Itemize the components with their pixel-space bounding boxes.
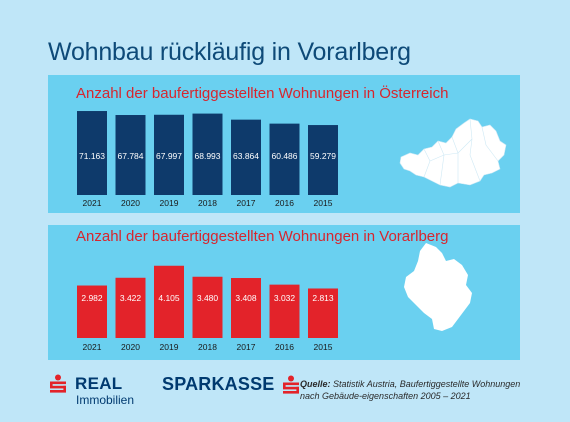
logo-sparkasse-text: SPARKASSE xyxy=(162,374,275,394)
vorarlberg-chart-title: Anzahl der baufertiggestellten Wohnungen… xyxy=(76,228,449,245)
x-tick-label-2019: 2019 xyxy=(160,342,179,352)
austria-panel: Anzahl der baufertiggestellten Wohnungen… xyxy=(48,75,520,213)
x-tick-label-2021: 2021 xyxy=(83,342,102,352)
bar-2017 xyxy=(231,278,261,338)
bar-2016 xyxy=(269,284,300,338)
x-tick-label-2020: 2020 xyxy=(121,342,140,352)
x-tick-label-2016: 2016 xyxy=(275,342,294,352)
austria-bar-chart: 71.163 2021 67.784 2020 67.997 2019 68.993 2018… xyxy=(77,111,338,208)
bar-2020 xyxy=(115,115,146,195)
source-note: Quelle: Statistik Austria, Baufertiggest… xyxy=(300,378,540,402)
page-title: Wohnbau rückläufig in Vorarlberg xyxy=(48,38,411,66)
value-label-2015: 2.813 xyxy=(312,293,334,303)
value-label-2020: 67.784 xyxy=(118,151,144,161)
x-tick-label-2019: 2019 xyxy=(160,198,179,208)
sparkasse-s-icon xyxy=(282,375,299,394)
bar-2018 xyxy=(192,113,223,195)
value-label-2018: 3.480 xyxy=(197,293,219,303)
x-tick-label-2018: 2018 xyxy=(198,342,217,352)
value-label-2021: 71.163 xyxy=(79,151,105,161)
x-tick-label-2015: 2015 xyxy=(314,342,333,352)
source-text: Statistik Austria, Baufertiggestellte Wo… xyxy=(300,379,521,401)
austria-chart-title: Anzahl der baufertiggestellten Wohnungen… xyxy=(76,85,449,102)
x-tick-label-2020: 2020 xyxy=(121,198,140,208)
bar-2021 xyxy=(77,111,107,195)
logo-real-text: REAL xyxy=(75,374,123,393)
x-tick-label-2021: 2021 xyxy=(83,198,102,208)
real-immobilien-logo: REAL Immobilien xyxy=(48,374,134,407)
bar-2018 xyxy=(192,276,223,338)
value-label-2021: 2.982 xyxy=(81,293,103,303)
austria-map-icon xyxy=(399,118,507,188)
sparkasse-s-icon xyxy=(50,374,66,393)
value-label-2018: 68.993 xyxy=(195,151,221,161)
value-label-2016: 60.486 xyxy=(272,151,298,161)
sparkasse-logo: SPARKASSE xyxy=(162,374,301,395)
value-label-2019: 4.105 xyxy=(158,293,180,303)
bar-2020 xyxy=(115,277,146,338)
logo-immobilien-text: Immobilien xyxy=(76,393,135,407)
x-tick-label-2018: 2018 xyxy=(198,198,217,208)
vorarlberg-bar-chart: 2.982 2021 3.422 2020 4.105 2019 3.480 2018 3.40… xyxy=(77,265,338,352)
vorarlberg-panel: Anzahl der baufertiggestellten Wohnungen… xyxy=(48,225,520,360)
bar-2019 xyxy=(154,265,184,338)
bar-2015 xyxy=(308,125,338,195)
value-label-2015: 59.279 xyxy=(310,151,336,161)
value-label-2017: 3.408 xyxy=(235,293,257,303)
x-tick-label-2017: 2017 xyxy=(237,342,256,352)
x-tick-label-2016: 2016 xyxy=(275,198,294,208)
value-label-2017: 63.864 xyxy=(233,151,259,161)
bar-2019 xyxy=(154,114,184,195)
value-label-2020: 3.422 xyxy=(120,293,142,303)
x-tick-label-2017: 2017 xyxy=(237,198,256,208)
bar-2017 xyxy=(231,119,261,195)
bar-2015 xyxy=(308,288,338,338)
value-label-2016: 3.032 xyxy=(274,293,296,303)
bar-2021 xyxy=(77,285,107,338)
bar-2016 xyxy=(269,123,300,195)
vorarlberg-map-icon xyxy=(404,243,472,331)
value-label-2019: 67.997 xyxy=(156,151,182,161)
x-tick-label-2015: 2015 xyxy=(314,198,333,208)
source-label: Quelle: xyxy=(300,379,331,389)
footer: REAL Immobilien SPARKASSE Quelle: Statis… xyxy=(0,370,570,422)
